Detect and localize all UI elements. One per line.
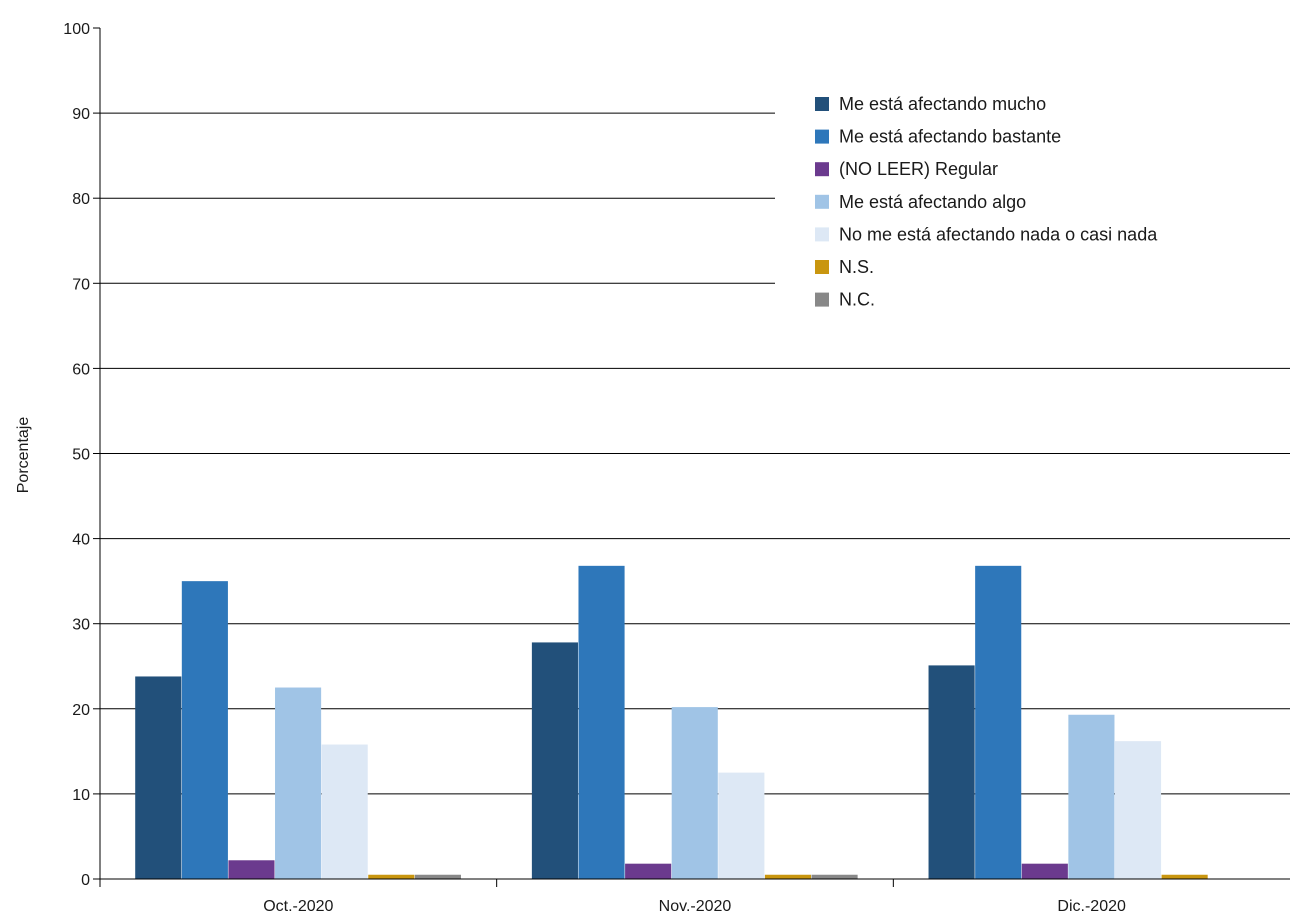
legend-swatch — [815, 260, 829, 274]
y-tick-label: 100 — [63, 21, 90, 38]
y-tick-label: 50 — [72, 447, 90, 464]
bar — [578, 565, 625, 879]
bar — [625, 863, 672, 879]
bar — [321, 744, 368, 879]
legend-swatch — [815, 162, 829, 177]
legend-label: (NO LEER) Regular — [839, 159, 998, 179]
legend-label: Me está afectando algo — [839, 192, 1026, 212]
legend-label: N.S. — [839, 257, 874, 277]
y-tick-label: 0 — [81, 872, 90, 889]
bar — [531, 642, 578, 879]
axes: 0 10 20 30 40 50 60 70 80 90 100 Oct.-2020 Nov.-2020… — [63, 21, 1290, 915]
y-tick-label: 60 — [72, 361, 90, 378]
bars — [135, 565, 1208, 879]
y-axis-title: Porcentaje — [15, 417, 32, 494]
bar — [275, 687, 322, 879]
bar — [811, 874, 858, 879]
y-tick-label: 90 — [72, 106, 90, 123]
bar — [718, 772, 765, 879]
bar — [1068, 714, 1115, 879]
legend-label: Me está afectando mucho — [839, 94, 1046, 114]
x-tick-label: Nov.-2020 — [659, 898, 732, 915]
y-tick-label: 10 — [72, 787, 90, 804]
bar — [1114, 741, 1162, 879]
y-tick-label: 70 — [72, 276, 90, 293]
bar — [228, 860, 275, 879]
y-tick-label: 30 — [72, 617, 90, 634]
y-tick-label: 40 — [72, 532, 90, 549]
bar — [975, 565, 1022, 879]
y-tick-label: 80 — [72, 191, 90, 208]
y-tick-label: 20 — [72, 702, 90, 719]
bar — [1161, 874, 1208, 879]
legend-swatch — [815, 292, 829, 307]
bar — [414, 874, 461, 879]
bar — [928, 665, 975, 879]
legend-label: N.C. — [839, 290, 875, 310]
legend: Me está afectando mucho Me está afectando… — [815, 94, 1158, 310]
x-tick-label: Dic.-2020 — [1057, 898, 1126, 915]
legend-label: Me está afectando bastante — [839, 127, 1061, 147]
legend-label: No me está afectando nada o casi nada — [839, 224, 1158, 244]
bar — [368, 874, 415, 879]
legend-swatch — [815, 97, 829, 111]
legend-swatch — [815, 129, 829, 144]
bar — [1021, 863, 1068, 879]
bar — [135, 676, 182, 879]
bar — [764, 874, 812, 879]
legend-swatch — [815, 194, 829, 209]
x-tick-label: Oct.-2020 — [263, 898, 333, 915]
bar — [181, 581, 228, 879]
legend-swatch — [815, 227, 829, 242]
bar — [671, 707, 718, 879]
